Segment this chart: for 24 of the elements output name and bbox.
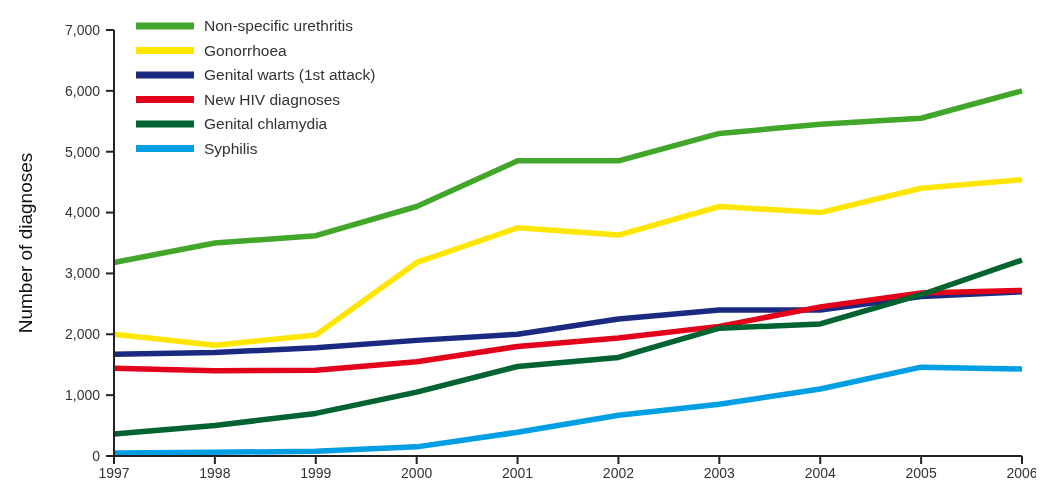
x-tick-label: 2005 xyxy=(905,465,937,481)
x-tick-label: 2004 xyxy=(804,465,836,481)
x-tick-label: 1999 xyxy=(300,465,332,481)
x-tick-label: 2002 xyxy=(602,465,635,481)
legend-label: Syphilis xyxy=(204,139,258,157)
y-tick-label: 2,000 xyxy=(64,326,101,343)
y-tick-label: 1,000 xyxy=(64,387,101,404)
y-axis-title: Number of diagnoses xyxy=(15,152,36,334)
y-tick-label: 6,000 xyxy=(64,82,101,99)
y-tick-label: 4,000 xyxy=(64,204,101,221)
y-tick-label: 5,000 xyxy=(64,143,101,160)
y-tick-label: 3,000 xyxy=(64,265,101,282)
x-tick-label: 2003 xyxy=(703,465,736,481)
legend-label: Genital warts (1st attack) xyxy=(204,66,376,84)
y-tick-label: 0 xyxy=(92,447,101,464)
legend-label: Genital chlamydia xyxy=(204,115,328,133)
x-tick-label: 2001 xyxy=(501,465,534,481)
x-tick-label: 1998 xyxy=(199,465,231,481)
x-tick-label: 2000 xyxy=(401,465,433,481)
legend-label: Non-specific urethritis xyxy=(204,17,354,35)
legend-label: Gonorrhoea xyxy=(204,41,288,59)
x-tick-label: 1997 xyxy=(98,465,130,481)
legend-label: New HIV diagnoses xyxy=(204,90,341,108)
y-tick-label: 7,000 xyxy=(64,21,101,38)
